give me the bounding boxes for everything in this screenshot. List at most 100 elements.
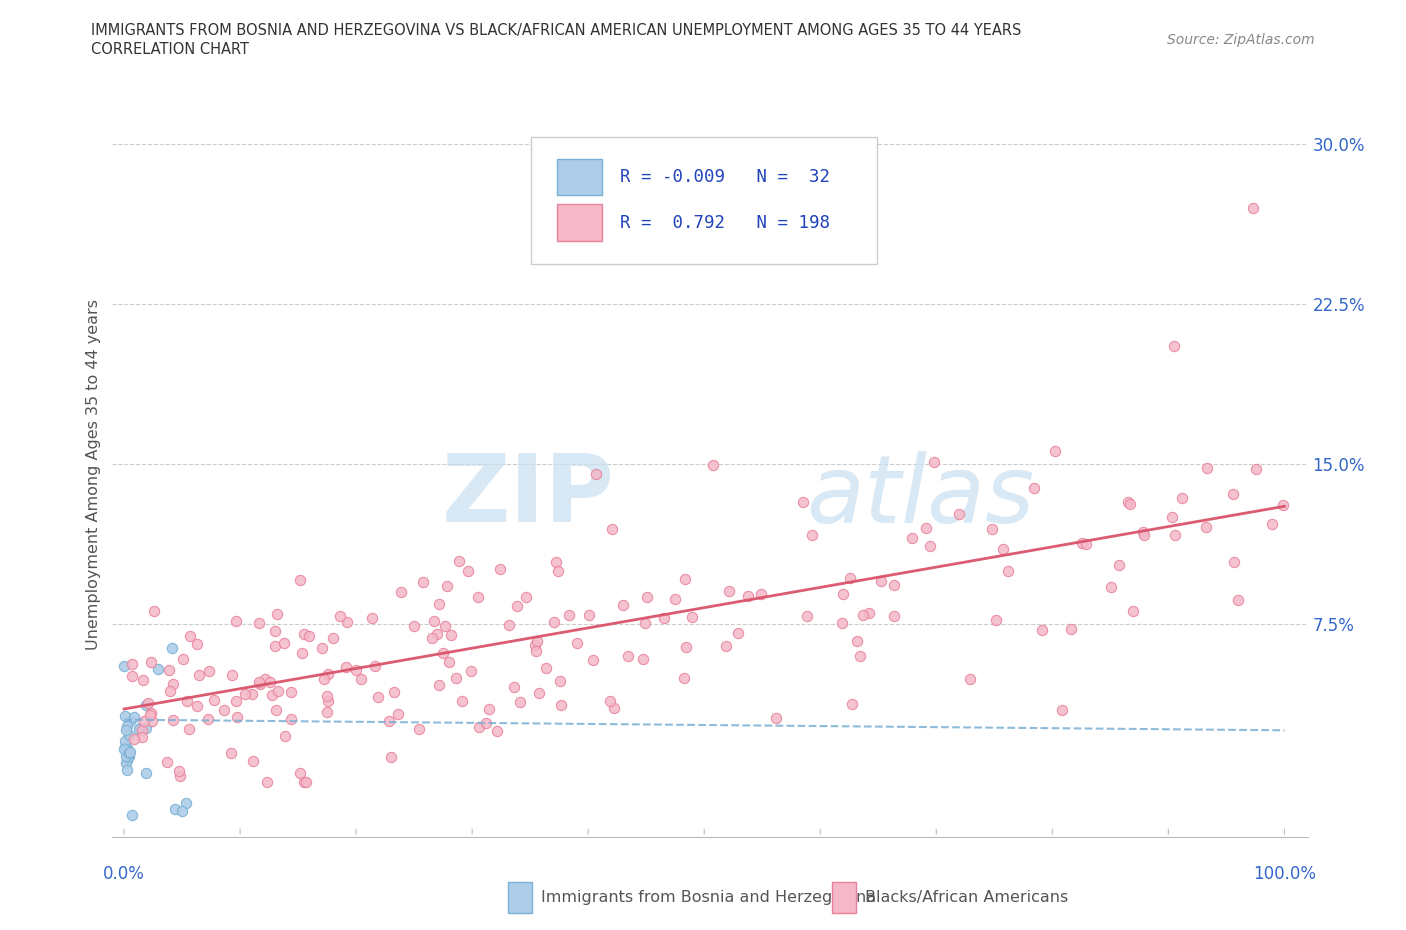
Point: [336, 615, 359, 630]
Point: [361, 611, 384, 626]
Point: [280, 684, 302, 699]
Point: [548, 674, 571, 689]
Point: [1099, 579, 1122, 594]
Point: [188, 668, 211, 683]
Point: [115, 740, 138, 755]
Point: [468, 720, 491, 735]
Text: Blacks/African Americans: Blacks/African Americans: [865, 890, 1069, 905]
Point: [288, 573, 311, 588]
Point: [329, 609, 352, 624]
Point: [515, 590, 537, 604]
Point: [1171, 491, 1194, 506]
Point: [617, 648, 640, 663]
Point: [311, 641, 333, 656]
Point: [118, 745, 141, 760]
Point: [673, 572, 696, 587]
Point: [135, 721, 157, 736]
Point: [132, 673, 155, 688]
Point: [335, 659, 357, 674]
Point: [1071, 535, 1094, 550]
Point: [412, 575, 434, 590]
Point: [267, 684, 290, 698]
Text: Source: ZipAtlas.com: Source: ZipAtlas.com: [1167, 33, 1315, 46]
Point: [737, 589, 759, 604]
Point: [883, 578, 905, 592]
Point: [380, 750, 402, 764]
Point: [1076, 536, 1098, 551]
Point: [831, 616, 853, 631]
Point: [179, 629, 201, 644]
Point: [367, 689, 389, 704]
Point: [221, 668, 243, 683]
Text: 100.0%: 100.0%: [1253, 865, 1316, 883]
Point: [292, 627, 315, 642]
Point: [845, 633, 868, 648]
Point: [478, 701, 501, 716]
Point: [434, 618, 457, 633]
Point: [1133, 527, 1156, 542]
Point: [172, 804, 194, 818]
Point: [585, 467, 607, 482]
Point: [1031, 622, 1053, 637]
Point: [841, 697, 863, 711]
Point: [1161, 510, 1184, 525]
Point: [449, 553, 471, 568]
Point: [922, 455, 945, 470]
Point: [550, 698, 572, 712]
Point: [1045, 444, 1067, 458]
FancyBboxPatch shape: [557, 159, 603, 195]
Point: [1050, 702, 1073, 717]
Point: [543, 615, 565, 630]
Point: [489, 562, 512, 577]
Point: [849, 648, 872, 663]
Point: [141, 713, 163, 728]
Point: [266, 606, 288, 621]
Point: [128, 722, 150, 737]
Point: [273, 635, 295, 650]
Point: [118, 713, 141, 728]
Point: [901, 530, 924, 545]
Point: [186, 698, 208, 713]
Point: [262, 688, 284, 703]
Point: [503, 680, 526, 695]
Point: [121, 807, 143, 822]
Point: [157, 662, 180, 677]
Point: [117, 750, 139, 764]
Point: [436, 578, 458, 593]
Point: [389, 585, 412, 600]
Point: [1261, 516, 1284, 531]
Point: [259, 675, 281, 690]
Point: [1271, 498, 1294, 512]
Point: [986, 613, 1008, 628]
Point: [839, 570, 862, 585]
FancyBboxPatch shape: [531, 137, 877, 264]
Point: [316, 667, 339, 682]
Point: [1164, 527, 1187, 542]
Point: [1222, 486, 1244, 501]
Point: [1226, 592, 1249, 607]
Point: [382, 684, 405, 699]
Point: [233, 686, 256, 701]
Point: [114, 723, 136, 737]
Point: [131, 722, 153, 737]
Point: [135, 765, 157, 780]
Point: [266, 703, 288, 718]
Point: [654, 610, 676, 625]
Point: [159, 684, 181, 698]
Point: [524, 644, 547, 658]
Point: [143, 604, 166, 618]
Point: [115, 752, 138, 767]
Point: [136, 696, 159, 711]
Point: [915, 520, 938, 535]
Point: [883, 609, 905, 624]
Point: [219, 746, 242, 761]
Point: [422, 631, 444, 645]
Point: [634, 616, 657, 631]
Point: [387, 707, 409, 722]
Point: [115, 719, 138, 734]
Point: [600, 521, 623, 536]
Point: [240, 686, 263, 701]
Point: [212, 703, 235, 718]
Point: [993, 541, 1015, 556]
Point: [292, 774, 315, 789]
